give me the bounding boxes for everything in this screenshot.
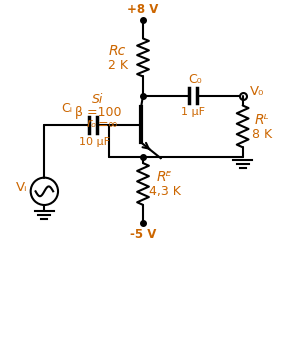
Text: Vᵢ: Vᵢ [16,181,28,194]
Text: +8 V: +8 V [127,3,159,16]
Text: C₀: C₀ [188,73,201,86]
Text: 10 μF: 10 μF [79,136,110,147]
Text: β =100: β =100 [75,106,121,119]
Text: =∞: =∞ [98,117,119,131]
Text: Cᵢ: Cᵢ [62,102,73,115]
Text: 4,3 K: 4,3 K [149,185,181,198]
Text: Rᴸ: Rᴸ [255,112,269,127]
Text: V₀: V₀ [249,85,264,98]
Text: 2 K: 2 K [108,59,128,72]
Text: 1 μF: 1 μF [181,107,205,117]
Text: -5 V: -5 V [130,229,156,242]
Text: Si: Si [92,93,104,106]
Text: 8 K: 8 K [252,128,272,141]
Text: rₒ: rₒ [87,117,97,131]
Text: Rᴄ: Rᴄ [109,44,126,58]
Text: Rᴱ: Rᴱ [157,170,172,184]
